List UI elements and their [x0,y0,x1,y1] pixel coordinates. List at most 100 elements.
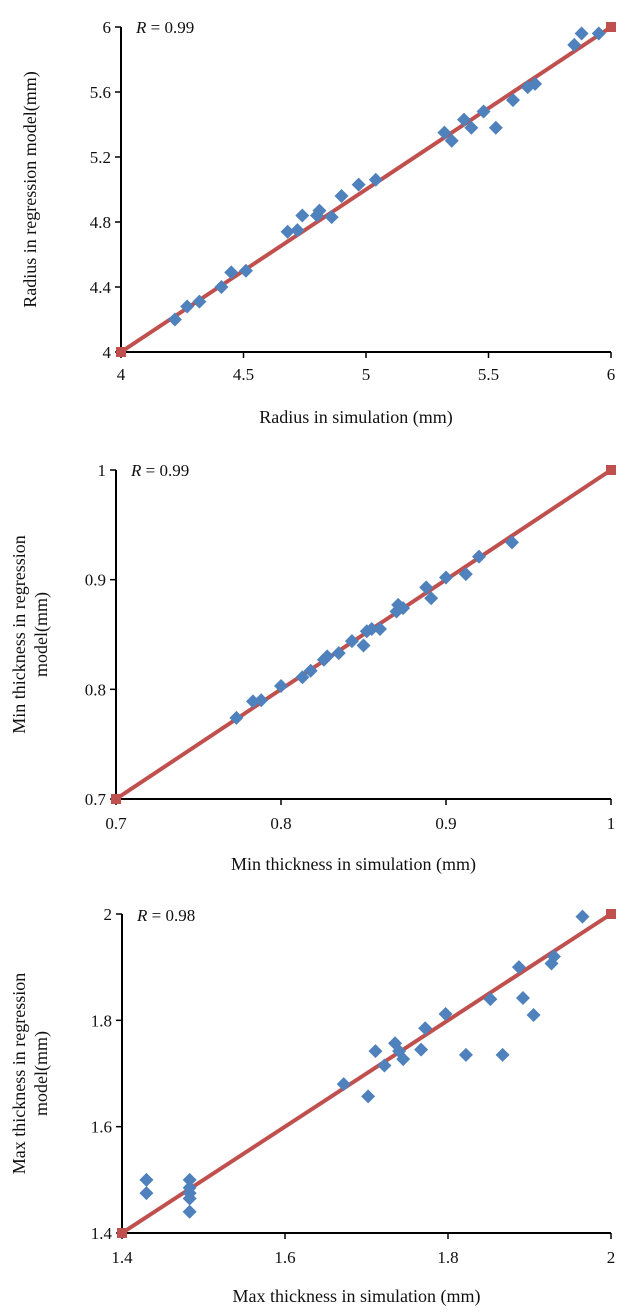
line-end-marker [117,1228,127,1238]
data-point [439,570,453,585]
y-tick-label: 4.4 [90,278,112,297]
line-end-marker [111,794,121,804]
y-axis-title: Radius in regression model(mm) [20,71,41,307]
y-axis-title: model(mm) [31,1031,52,1116]
data-point [418,1021,433,1036]
chart-panel-2: 0.7 0.8 0.9 1 0.7 0.8 0.9 1 Min thickness in sim… [9,461,616,875]
data-point [167,312,182,327]
data-point [351,177,366,192]
x-tick-label: 1 [607,814,616,833]
data-point [483,992,498,1007]
data-point [229,710,244,725]
data-point [361,1089,376,1104]
data-point [192,294,207,309]
data-point [506,93,520,108]
y-tick-label: 6 [103,18,112,37]
data-point [182,1191,197,1206]
x-tick-label: 0.9 [435,814,456,833]
data-point [303,663,318,678]
data-point [424,591,439,606]
y-tick-label: 1.4 [91,1224,113,1243]
x-tick-label: 2 [607,1248,616,1267]
chart-panel-3: 1.4 1.6 1.8 2 1.4 1.6 1.8 2 Max thickness in sim… [9,905,616,1307]
line-end-marker [606,22,616,32]
data-point [437,125,452,140]
data-point [574,26,589,41]
chart-panel-1: 4 4.4 4.8 5.2 5.6 6 4 4.5 5 5.5 6 Radius in simulat… [20,18,616,428]
data-point [528,76,543,91]
x-tick-label: 6 [607,365,616,384]
y-axis-title: model(mm) [31,592,52,677]
data-point [414,1042,429,1057]
data-point [238,263,253,278]
data-point [511,960,526,975]
r-value-annotation: R = 0.99 [135,18,194,37]
x-axis-title: Radius in simulation (mm) [259,407,453,428]
data-point [419,580,434,595]
data-point [245,694,260,709]
x-tick-label: 1.6 [274,1248,295,1267]
y-axis-title: Min thickness in regression [9,535,29,733]
identity-line [119,25,613,354]
data-point [295,670,310,685]
y-tick-label: 2 [104,905,113,924]
y-tick-label: 4 [103,343,112,362]
data-point [396,1052,411,1067]
data-point [396,601,411,616]
r-value-annotation: R = 0.98 [136,906,195,925]
data-point [320,649,335,664]
data-point [476,104,491,119]
data-point [280,224,295,239]
data-point [458,567,473,582]
y-axis-title: Max thickness in regression [9,973,29,1174]
data-point [356,638,371,653]
data-point [377,1058,392,1073]
data-point [591,26,606,41]
data-point [364,622,379,637]
y-tick-label: 0.8 [85,680,106,699]
data-point [457,112,471,127]
x-axis-title: Max thickness in simulation (mm) [233,1286,481,1307]
data-point [546,949,561,964]
data-point [495,1047,510,1062]
data-point [575,909,590,924]
r-value-annotation: R = 0.99 [130,461,189,480]
data-point [312,203,327,218]
data-point [214,280,229,294]
data-point [526,1008,541,1023]
data-point [438,1006,453,1021]
data-point [180,299,195,314]
line-end-marker [606,465,616,475]
data-point [290,223,305,238]
data-point [488,120,503,135]
data-point [334,189,349,203]
data-point [324,210,339,225]
data-point [336,1077,351,1092]
data-point [368,172,383,187]
data-point [139,1172,154,1187]
y-tick-label: 5.6 [90,83,111,102]
data-point [444,133,459,148]
y-tick-label: 0.7 [85,790,107,809]
x-tick-label: 1.4 [111,1248,133,1267]
line-end-marker [606,909,616,919]
data-point [254,693,269,708]
data-point [505,535,519,550]
x-tick-label: 1.8 [437,1248,458,1267]
data-point [368,1044,383,1059]
data-point [373,622,387,637]
x-tick-label: 4.5 [233,365,254,384]
x-tick-label: 4 [117,365,126,384]
data-point [274,679,288,694]
data-point [567,37,582,52]
x-tick-label: 0.7 [105,814,127,833]
identity-line [120,912,613,1235]
y-tick-label: 1.6 [91,1118,112,1137]
data-point [331,646,346,661]
x-tick-label: 5.5 [478,365,499,384]
data-point [182,1204,197,1219]
x-tick-label: 5 [362,365,371,384]
y-tick-label: 1.8 [91,1011,112,1030]
